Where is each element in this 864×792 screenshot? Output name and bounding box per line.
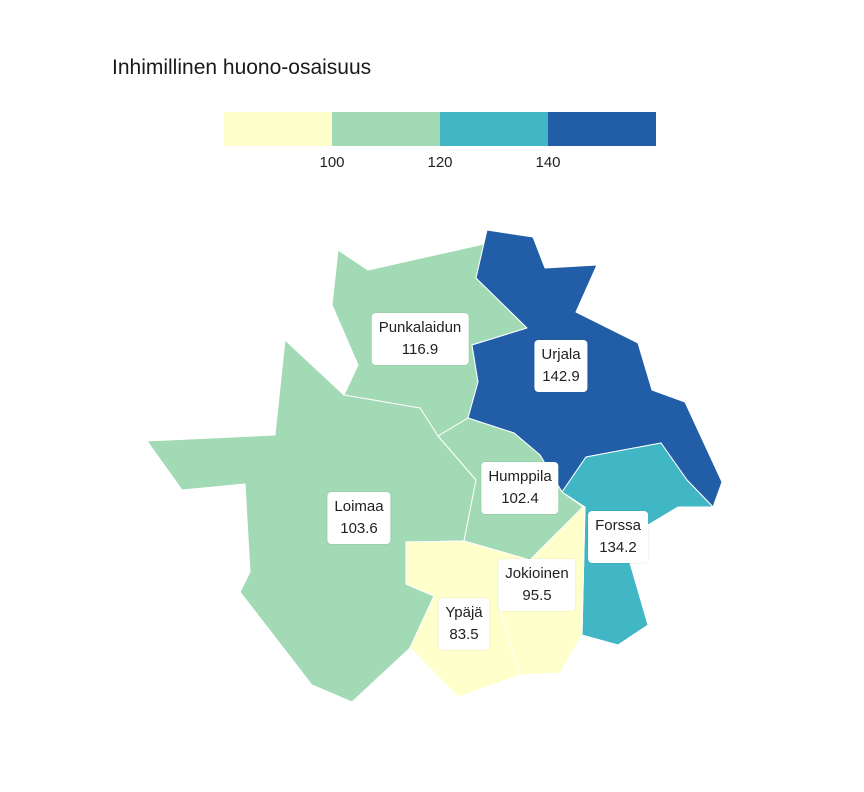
label-forssa: Forssa 134.2: [588, 511, 648, 563]
region-name: Urjala: [541, 346, 581, 363]
region-name: Jokioinen: [505, 565, 569, 582]
legend-swatch-1: [224, 112, 332, 146]
label-loimaa: Loimaa 103.6: [327, 492, 391, 544]
legend-tick-3: 140: [535, 154, 561, 171]
legend-tick-1: 100: [319, 154, 345, 171]
region-name: Loimaa: [334, 498, 384, 515]
region-value: 95.5: [522, 587, 552, 604]
legend-swatch-4: [548, 112, 656, 146]
label-ypaja: Ypäjä 83.5: [438, 598, 490, 650]
map-title: Inhimillinen huono-osaisuus: [112, 56, 372, 79]
region-name: Punkalaidun: [378, 319, 462, 336]
label-humppila: Humppila 102.4: [481, 462, 559, 514]
color-legend: [224, 112, 656, 146]
label-urjala: Urjala 142.9: [534, 340, 588, 392]
legend-swatch-3: [440, 112, 548, 146]
label-punkalaidun: Punkalaidun 116.9: [371, 313, 469, 365]
region-name: Forssa: [595, 517, 641, 534]
region-value: 142.9: [542, 368, 580, 385]
region-value: 83.5: [449, 626, 479, 643]
region-value: 116.9: [401, 341, 439, 358]
region-name: Humppila: [488, 468, 552, 485]
region-value: 134.2: [599, 539, 637, 556]
legend-swatch-2: [332, 112, 440, 146]
region-value: 102.4: [501, 490, 539, 507]
region-value: 103.6: [340, 520, 378, 537]
label-jokioinen: Jokioinen 95.5: [498, 559, 576, 611]
legend-tick-2: 120: [427, 154, 453, 171]
region-name: Ypäjä: [445, 604, 483, 621]
